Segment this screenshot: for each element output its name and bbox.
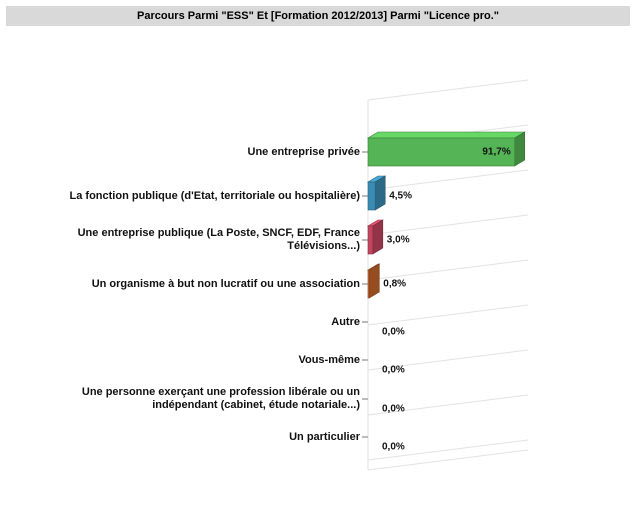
- axis-floor: [367, 449, 529, 471]
- category-label: Un particulier: [289, 430, 360, 443]
- data-label: 0,0%: [382, 365, 405, 376]
- category-label: Autre: [331, 315, 360, 328]
- bar-side: [514, 131, 526, 167]
- category-label: Vous-même: [298, 353, 360, 366]
- data-label: 91,7%: [482, 147, 510, 158]
- grid-line-decor: [367, 214, 529, 236]
- bar-side: [374, 175, 386, 211]
- data-label: 4,5%: [389, 191, 412, 202]
- bar: [367, 225, 374, 255]
- data-label: 0,0%: [382, 404, 405, 415]
- grid-line-decor: [367, 169, 529, 191]
- grid-line-decor: [367, 349, 529, 371]
- data-label: 0,8%: [383, 279, 406, 290]
- data-label: 0,0%: [382, 327, 405, 338]
- grid-line-decor: [367, 304, 529, 326]
- category-label: Un organisme à but non lucratif ou une a…: [91, 277, 360, 290]
- grid-line-decor: [367, 259, 529, 281]
- category-label: Une personne exerçant une profession lib…: [81, 386, 360, 411]
- grid-line-decor: [367, 79, 529, 101]
- bar-side: [372, 219, 384, 255]
- category-label: Une entreprise publique (La Poste, SNCF,…: [77, 227, 360, 252]
- bar-top: [366, 131, 526, 139]
- chart-title: Parcours Parmi "ESS" Et [Formation 2012/…: [6, 6, 630, 26]
- data-label: 0,0%: [382, 442, 405, 453]
- bar: [367, 137, 516, 167]
- grid-line-decor: [367, 439, 529, 461]
- category-label: Une entreprise privée: [247, 145, 361, 158]
- grid-line-decor: [367, 394, 529, 416]
- data-label: 3,0%: [387, 235, 410, 246]
- bar: [367, 269, 370, 299]
- bar: [367, 181, 376, 211]
- category-label: La fonction publique (d'Etat, territoria…: [69, 189, 360, 202]
- bar-side: [368, 263, 380, 299]
